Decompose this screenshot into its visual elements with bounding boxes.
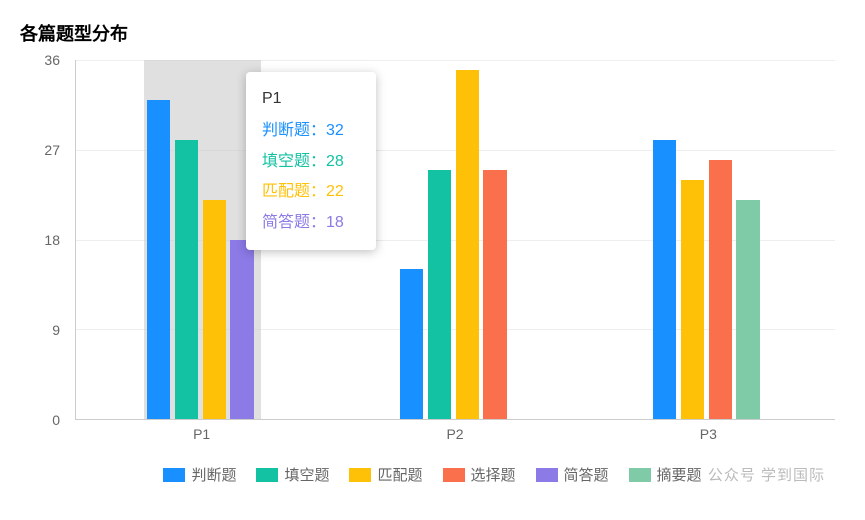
legend-item[interactable]: 摘要题 (629, 464, 702, 485)
tooltip-rows: 判断题：32填空题：28匹配题：22简答题：18 (262, 116, 360, 238)
legend-label: 摘要题 (657, 464, 702, 485)
y-axis: 09182736 (20, 60, 70, 420)
bar[interactable] (175, 140, 199, 419)
y-tick: 9 (52, 322, 60, 338)
bar[interactable] (428, 170, 452, 419)
legend-label: 判断题 (191, 464, 236, 485)
legend-swatch (163, 468, 185, 482)
legend-item[interactable]: 简答题 (536, 464, 609, 485)
bar[interactable] (709, 160, 733, 419)
y-tick: 0 (52, 412, 60, 428)
plot-area: P1 判断题：32填空题：28匹配题：22简答题：18 (75, 60, 835, 420)
legend-swatch (256, 468, 278, 482)
legend-swatch (629, 468, 651, 482)
legend-label: 填空题 (284, 464, 329, 485)
bar[interactable] (203, 200, 227, 419)
bar[interactable] (230, 240, 254, 420)
legend-swatch (349, 468, 371, 482)
bar[interactable] (653, 140, 677, 419)
chart-title: 各篇题型分布 (20, 20, 845, 46)
bar[interactable] (736, 200, 760, 419)
y-tick: 27 (44, 142, 60, 158)
tooltip-title: P1 (262, 84, 360, 114)
x-tick: P3 (700, 426, 717, 442)
legend-label: 简答题 (564, 464, 609, 485)
y-tick: 18 (44, 232, 60, 248)
tooltip-row: 判断题：32 (262, 116, 360, 146)
tooltip-row: 简答题：18 (262, 208, 360, 238)
bars-container (76, 60, 835, 419)
y-tick: 36 (44, 52, 60, 68)
bar[interactable] (681, 180, 705, 419)
tooltip-row: 填空题：28 (262, 147, 360, 177)
tooltip-row: 匹配题：22 (262, 177, 360, 207)
x-axis: P1 P2 P3 (75, 420, 835, 450)
watermark: 公众号 学到国际 (708, 464, 825, 485)
legend: 判断题 填空题 匹配题 选择题 简答题 摘要题公众号 学到国际 (20, 464, 845, 485)
legend-item[interactable]: 填空题 (256, 464, 329, 485)
bar[interactable] (456, 70, 480, 419)
tooltip: P1 判断题：32填空题：28匹配题：22简答题：18 (246, 72, 376, 250)
legend-item[interactable]: 匹配题 (349, 464, 422, 485)
legend-item[interactable]: 判断题 (163, 464, 236, 485)
bar[interactable] (483, 170, 507, 419)
legend-swatch (536, 468, 558, 482)
bar[interactable] (400, 269, 424, 419)
legend-item[interactable]: 选择题 (443, 464, 516, 485)
legend-swatch (443, 468, 465, 482)
legend-label: 选择题 (471, 464, 516, 485)
bar[interactable] (147, 100, 171, 419)
legend-label: 匹配题 (377, 464, 422, 485)
x-tick: P1 (193, 426, 210, 442)
chart-area: 09182736 P1 判断题：32填空题：28匹配题：22简答题：18 P1P… (20, 60, 845, 450)
x-tick: P2 (446, 426, 463, 442)
